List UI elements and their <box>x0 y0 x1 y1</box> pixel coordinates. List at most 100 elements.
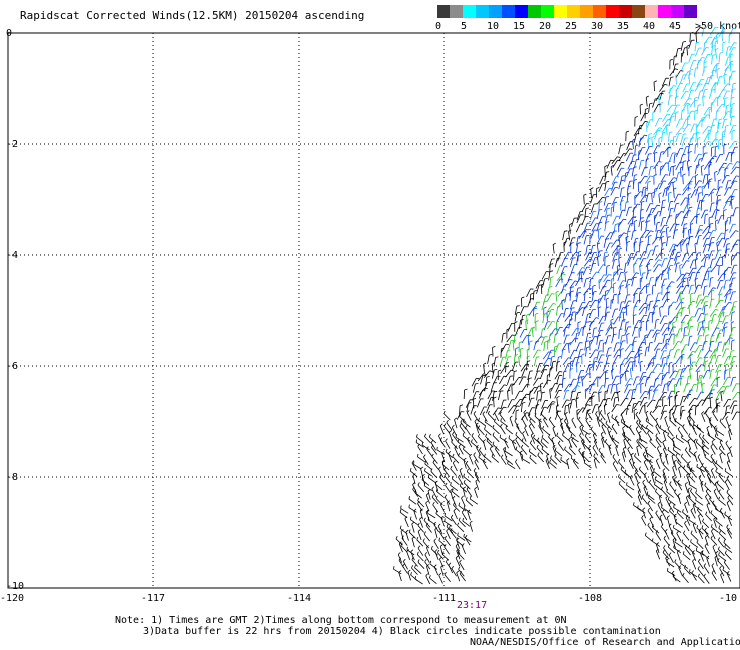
wind-barb-feather <box>457 550 460 554</box>
wind-barb <box>716 242 719 252</box>
wind-barb <box>534 370 538 380</box>
wind-barb <box>633 410 636 420</box>
wind-barb-feather <box>650 230 654 232</box>
wind-barb-feather <box>698 474 702 478</box>
wind-barb-feather <box>645 449 648 453</box>
wind-barb <box>675 148 681 157</box>
wind-barb <box>672 539 676 549</box>
wind-barb <box>698 576 705 584</box>
wind-barb <box>692 552 697 562</box>
wind-barb-feather <box>421 441 424 446</box>
wind-barb-feather <box>565 326 569 329</box>
wind-barb <box>686 207 690 217</box>
wind-barb <box>705 412 711 421</box>
wind-barb-feather <box>537 437 540 441</box>
wind-barb <box>680 314 687 324</box>
wind-barb <box>625 378 631 387</box>
x-tick-label: -108 <box>578 593 603 604</box>
wind-barb <box>645 305 648 315</box>
wind-barb-feather <box>586 409 590 413</box>
wind-barb <box>712 502 719 511</box>
wind-barb-feather <box>402 563 405 567</box>
wind-barb <box>590 317 597 326</box>
wind-barb <box>584 341 587 351</box>
wind-barb-feather <box>711 146 715 148</box>
wind-barb <box>561 284 565 294</box>
wind-barb-feather <box>666 343 670 345</box>
wind-barb-feather <box>593 432 596 436</box>
wind-barb <box>440 517 445 527</box>
wind-barb <box>471 435 478 444</box>
wind-barb <box>730 166 737 175</box>
wind-barb-feather <box>526 355 530 358</box>
wind-barb-feather <box>690 467 693 471</box>
wind-barb <box>715 249 719 259</box>
wind-barb-feather <box>422 538 425 542</box>
wind-barb-feather <box>459 413 462 417</box>
wind-barb <box>568 287 572 297</box>
wind-barb <box>721 412 728 421</box>
wind-barb <box>716 186 720 196</box>
wind-barb-feather <box>499 434 502 438</box>
wind-barb-feather <box>659 306 663 309</box>
wind-barb <box>417 561 425 569</box>
wind-barb <box>508 340 512 350</box>
wind-barb-feather <box>444 512 447 516</box>
wind-barb-feather <box>665 338 670 341</box>
wind-barb-feather <box>679 263 683 266</box>
wind-barb <box>399 511 408 519</box>
wind-barb-feather <box>554 453 557 457</box>
wind-barb <box>716 403 718 413</box>
wind-barb <box>570 264 575 274</box>
wind-barb <box>654 333 658 343</box>
wind-barb-feather <box>633 388 637 391</box>
wind-barb <box>639 391 646 399</box>
wind-barb-feather <box>726 248 730 250</box>
wind-barb <box>715 399 718 409</box>
wind-barb-feather <box>569 445 572 449</box>
wind-barb-feather <box>646 346 650 348</box>
wind-barb <box>700 279 705 289</box>
wind-barb <box>709 259 713 269</box>
wind-barb <box>445 485 452 494</box>
wind-barb <box>675 369 680 378</box>
wind-barb <box>688 54 693 63</box>
wind-barb-feather <box>427 488 431 492</box>
wind-barb <box>504 450 513 457</box>
wind-barb <box>704 537 709 547</box>
wind-barb-feather <box>516 305 520 307</box>
wind-barb-feather <box>424 460 427 464</box>
wind-barb <box>597 385 603 394</box>
wind-barb <box>633 294 635 304</box>
wind-barb-feather <box>456 548 460 552</box>
wind-barb-feather <box>639 103 643 106</box>
wind-barb <box>702 321 704 331</box>
wind-barb <box>534 415 542 423</box>
wind-barb <box>450 530 457 539</box>
wind-barb-feather <box>458 517 461 521</box>
wind-barb <box>515 461 521 470</box>
wind-barb <box>518 356 521 366</box>
wind-barb-feather <box>511 383 515 386</box>
wind-barb-feather <box>684 565 687 569</box>
wind-barb-feather <box>697 370 701 373</box>
wind-barb <box>576 407 583 416</box>
wind-barb-feather <box>726 571 730 574</box>
wind-barb-feather <box>711 369 715 371</box>
wind-barb <box>604 312 608 322</box>
wind-barb <box>569 399 573 409</box>
wind-barb <box>629 460 634 470</box>
wind-barb-feather <box>716 62 720 65</box>
wind-barb <box>709 89 713 99</box>
wind-barb-feather <box>662 284 666 287</box>
wind-barb <box>606 160 611 169</box>
wind-barb-feather <box>548 416 552 420</box>
wind-barb <box>703 565 710 574</box>
wind-barb-feather <box>486 376 490 378</box>
wind-barb <box>564 413 569 423</box>
wind-barb <box>495 448 501 457</box>
wind-barb <box>490 382 495 392</box>
wind-barb <box>515 439 521 448</box>
wind-barb <box>564 363 569 372</box>
wind-barb-feather <box>698 180 702 182</box>
